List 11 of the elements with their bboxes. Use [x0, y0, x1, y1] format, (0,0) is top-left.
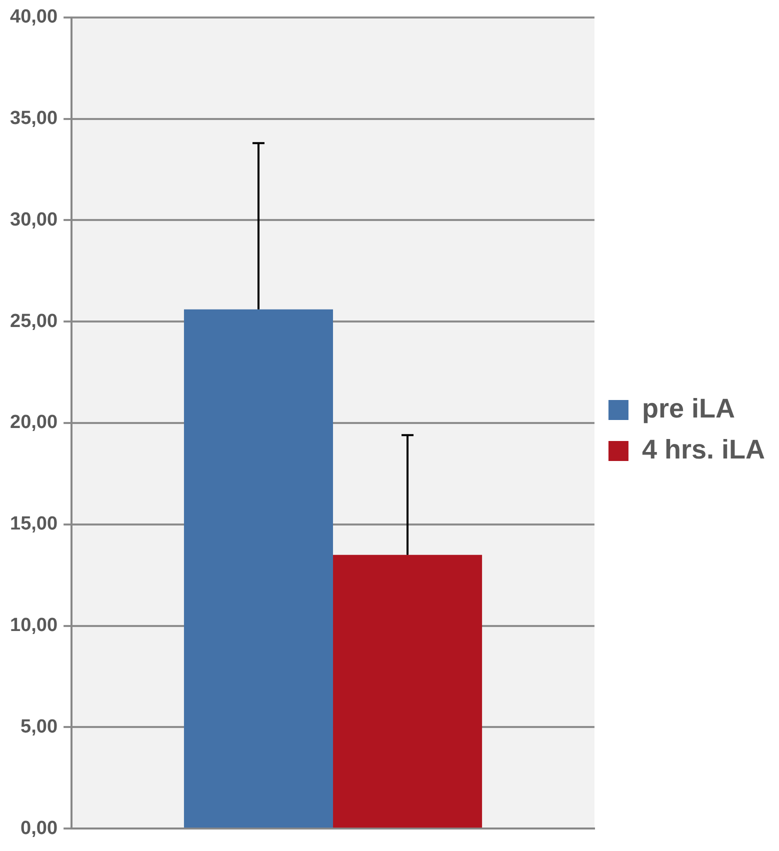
- legend-label: 4 hrs. iLA: [642, 434, 765, 464]
- y-tick-label: 15,00: [10, 514, 58, 535]
- y-tick-label: 5,00: [20, 716, 58, 738]
- y-tick-label: 35,00: [10, 108, 58, 130]
- y-tick-label: 30,00: [10, 209, 58, 230]
- legend-label: pre iLA: [642, 393, 735, 424]
- y-tick-label: 20,00: [10, 412, 58, 434]
- y-tick-label: 10,00: [10, 615, 58, 636]
- y-tick-label: 40,00: [10, 6, 58, 28]
- y-tick-label: 25,00: [10, 310, 58, 332]
- y-tick-label: 0,00: [20, 818, 58, 839]
